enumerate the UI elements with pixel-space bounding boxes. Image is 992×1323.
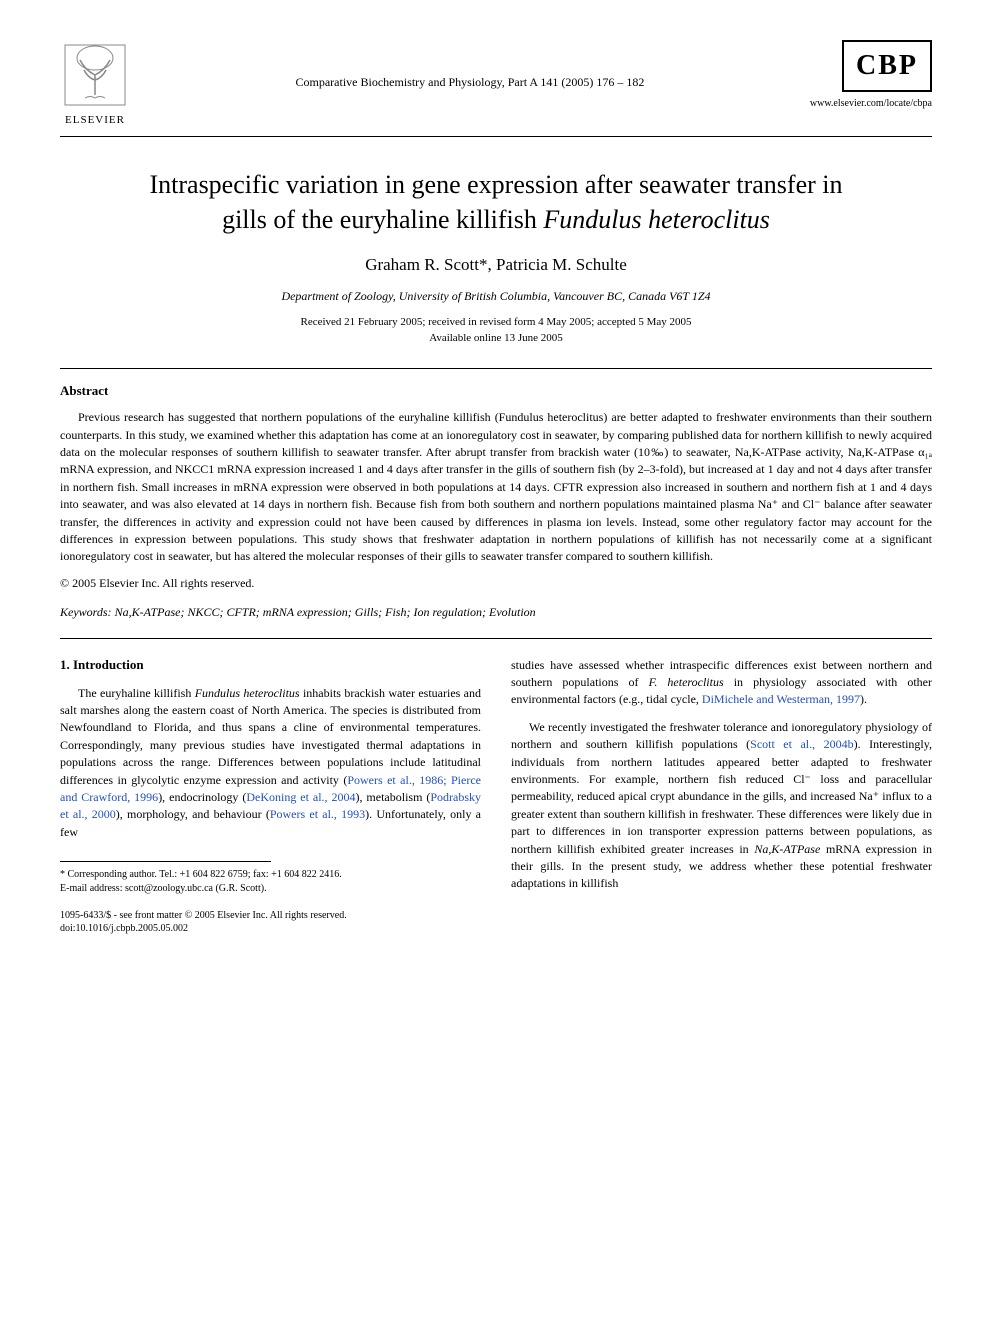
footnote-divider: [60, 861, 271, 862]
article-title: Intraspecific variation in gene expressi…: [80, 167, 912, 237]
abstract-text: Previous research has suggested that nor…: [60, 409, 932, 566]
journal-abbreviation: CBP: [842, 40, 932, 92]
article-dates: Received 21 February 2005; received in r…: [60, 316, 932, 328]
page-header: ELSEVIER Comparative Biochemistry and Ph…: [60, 40, 932, 126]
keywords: Keywords: Na,K-ATPase; NKCC; CFTR; mRNA …: [60, 605, 932, 620]
elsevier-tree-icon: [60, 40, 130, 110]
email-footnote: E-mail address: scott@zoology.ubc.ca (G.…: [60, 882, 481, 896]
citation-link[interactable]: Scott et al., 2004b: [750, 737, 853, 751]
title-line2-pre: gills of the euryhaline killifish: [222, 205, 543, 234]
publisher-name: ELSEVIER: [65, 114, 125, 126]
introduction-heading: 1. Introduction: [60, 657, 481, 673]
citation-link[interactable]: DiMichele and Westerman, 1997: [702, 692, 860, 706]
email-address: scott@zoology.ubc.ca (G.R. Scott).: [122, 883, 266, 894]
abstract-heading: Abstract: [60, 383, 932, 399]
authors: Graham R. Scott*, Patricia M. Schulte: [60, 255, 932, 275]
title-line1: Intraspecific variation in gene expressi…: [149, 170, 842, 199]
journal-citation: Comparative Biochemistry and Physiology,…: [130, 75, 810, 90]
title-species-name: Fundulus heteroclitus: [543, 205, 770, 234]
keywords-text: Na,K-ATPase; NKCC; CFTR; mRNA expression…: [112, 605, 536, 619]
body-columns: 1. Introduction The euryhaline killifish…: [60, 657, 932, 935]
introduction-para1-continued: studies have assessed whether intraspeci…: [511, 657, 932, 709]
online-date: Available online 13 June 2005: [60, 332, 932, 344]
keywords-label: Keywords:: [60, 605, 112, 619]
doi-line: doi:10.1016/j.cbpb.2005.05.002: [60, 923, 481, 934]
header-divider: [60, 136, 932, 137]
right-column: studies have assessed whether intraspeci…: [511, 657, 932, 935]
email-label: E-mail address:: [60, 883, 122, 894]
left-column: 1. Introduction The euryhaline killifish…: [60, 657, 481, 935]
affiliation: Department of Zoology, University of Bri…: [60, 289, 932, 304]
corresponding-author-footnote: * Corresponding author. Tel.: +1 604 822…: [60, 868, 481, 882]
citation-link[interactable]: DeKoning et al., 2004: [246, 790, 355, 804]
abstract-divider-bottom: [60, 638, 932, 639]
journal-url: www.elsevier.com/locate/cbpa: [810, 98, 932, 109]
journal-logo-block: CBP www.elsevier.com/locate/cbpa: [810, 40, 932, 109]
introduction-para1: The euryhaline killifish Fundulus hetero…: [60, 685, 481, 842]
citation-link[interactable]: Powers et al., 1993: [270, 807, 365, 821]
abstract-divider-top: [60, 368, 932, 369]
copyright: © 2005 Elsevier Inc. All rights reserved…: [60, 576, 932, 591]
publisher-logo: ELSEVIER: [60, 40, 130, 126]
issn-line: 1095-6433/$ - see front matter © 2005 El…: [60, 910, 481, 921]
introduction-para2: We recently investigated the freshwater …: [511, 719, 932, 893]
